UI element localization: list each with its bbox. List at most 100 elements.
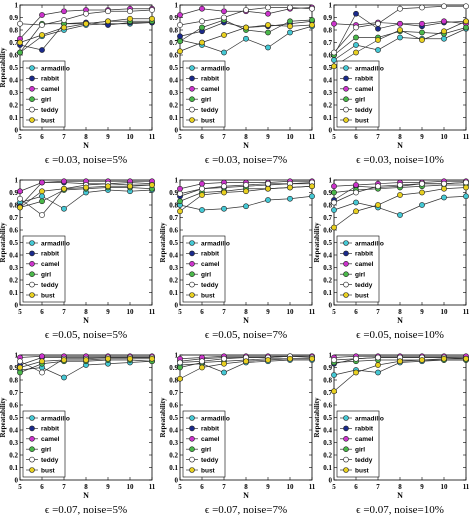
legend-label: camel (201, 86, 220, 93)
legend-box (182, 60, 226, 128)
data-point-armadillo (39, 193, 45, 200)
data-point-bust (243, 358, 249, 365)
legend-marker-girl (343, 271, 349, 278)
x-axis-label: N (83, 491, 89, 500)
data-point-armadillo (221, 369, 227, 376)
legend-marker-rabbit (189, 75, 195, 82)
x-tick-label: 7 (222, 483, 226, 491)
data-point-girl (17, 369, 23, 376)
data-point-bust (149, 182, 155, 188)
data-point-teddy (39, 212, 45, 218)
legend-label: armadillo (355, 65, 384, 72)
data-point-bust (177, 375, 183, 382)
data-point-teddy (353, 189, 359, 196)
y-tick-label: 0.7 (169, 389, 178, 397)
legend-label: bust (41, 467, 56, 474)
y-tick-label: 0.4 (323, 252, 332, 260)
legend-label: rabbit (201, 76, 220, 83)
y-tick-label: 1 (329, 177, 333, 185)
data-point-bust (419, 357, 425, 363)
legend: armadillo rabbit camel girl teddy bust (182, 60, 230, 128)
data-point-bust (105, 355, 111, 362)
x-tick-label: 9 (106, 483, 110, 491)
data-point-girl (353, 34, 359, 41)
legend-label: teddy (201, 107, 219, 114)
legend-marker-armadillo (29, 240, 35, 246)
y-tick-label: 0.4 (9, 252, 18, 260)
data-point-camel (177, 12, 183, 18)
legend: armadillo rabbit camel girl teddy bust (22, 235, 70, 303)
data-point-camel (61, 178, 67, 185)
data-point-bust (105, 18, 111, 25)
y-axis-label: Repeatability (0, 47, 7, 88)
x-tick-label: 11 (463, 133, 470, 141)
series-bust (17, 355, 155, 371)
x-tick-label: 7 (376, 308, 380, 316)
data-point-armadillo (331, 372, 337, 378)
x-tick-label: 10 (441, 483, 449, 491)
x-tick-label: 11 (149, 133, 156, 141)
legend-label: teddy (41, 282, 59, 289)
legend-marker-armadillo (343, 65, 349, 71)
data-point-bust (105, 183, 111, 190)
data-point-teddy (221, 14, 227, 21)
legend: armadillo rabbit camel girl teddy bust (336, 410, 384, 478)
y-tick-label: 0.8 (9, 202, 18, 210)
y-tick-label: 0.9 (323, 364, 332, 372)
data-point-bust (419, 37, 425, 43)
legend-marker-bust (189, 467, 195, 473)
legend-marker-armadillo (29, 65, 35, 71)
y-tick-label: 0.7 (9, 214, 18, 222)
y-tick-label: 0 (329, 477, 333, 485)
data-point-camel (353, 182, 359, 188)
data-point-armadillo (331, 207, 337, 213)
y-tick-label: 0.3 (169, 264, 178, 272)
x-tick-label: 8 (398, 133, 402, 141)
data-point-armadillo (221, 205, 227, 212)
legend-marker-bust (343, 467, 349, 473)
y-tick-label: 0.9 (169, 189, 178, 197)
legend-marker-bust (343, 292, 349, 298)
y-tick-label: 0.3 (9, 89, 18, 97)
y-tick-label: 0.1 (169, 114, 178, 122)
series-teddy (331, 179, 469, 206)
y-tick-label: 0.2 (323, 102, 332, 110)
data-point-teddy (309, 5, 315, 12)
x-tick-label: 6 (40, 133, 44, 141)
x-tick-label: 7 (62, 483, 66, 491)
data-point-camel (199, 180, 205, 187)
legend-label: armadillo (41, 415, 70, 422)
y-tick-label: 0.4 (169, 427, 178, 435)
y-tick-label: 0.2 (9, 102, 18, 110)
legend-label: girl (355, 97, 365, 104)
y-tick-label: 0.5 (9, 64, 18, 72)
y-tick-label: 0 (329, 127, 333, 135)
data-point-bust (39, 358, 45, 365)
legend-marker-camel (189, 86, 195, 92)
series-bust (17, 182, 155, 211)
x-axis-label: N (243, 316, 249, 325)
series-armadillo (177, 193, 315, 213)
data-point-rabbit (375, 25, 381, 32)
y-tick-label: 0.6 (323, 52, 332, 60)
y-tick-label: 0.7 (169, 39, 178, 47)
legend-label: armadillo (41, 240, 70, 247)
data-point-bust (39, 32, 45, 38)
data-point-bust (441, 185, 447, 192)
data-point-teddy (177, 22, 183, 28)
data-point-bust (441, 355, 447, 362)
legend-marker-camel (343, 435, 349, 442)
x-tick-label: 6 (200, 133, 204, 141)
legend-marker-camel (343, 86, 349, 92)
y-tick-label: 0.2 (323, 452, 332, 460)
legend-label: girl (355, 272, 365, 279)
legend-marker-girl (29, 446, 35, 453)
y-tick-label: 0.5 (323, 239, 332, 247)
data-point-bust (243, 24, 249, 31)
y-tick-label: 1 (15, 352, 19, 360)
x-tick-label: 8 (244, 133, 248, 141)
data-point-camel (221, 8, 227, 15)
data-point-camel (177, 185, 183, 192)
data-point-bust (265, 357, 271, 363)
x-tick-label: 8 (398, 483, 402, 491)
